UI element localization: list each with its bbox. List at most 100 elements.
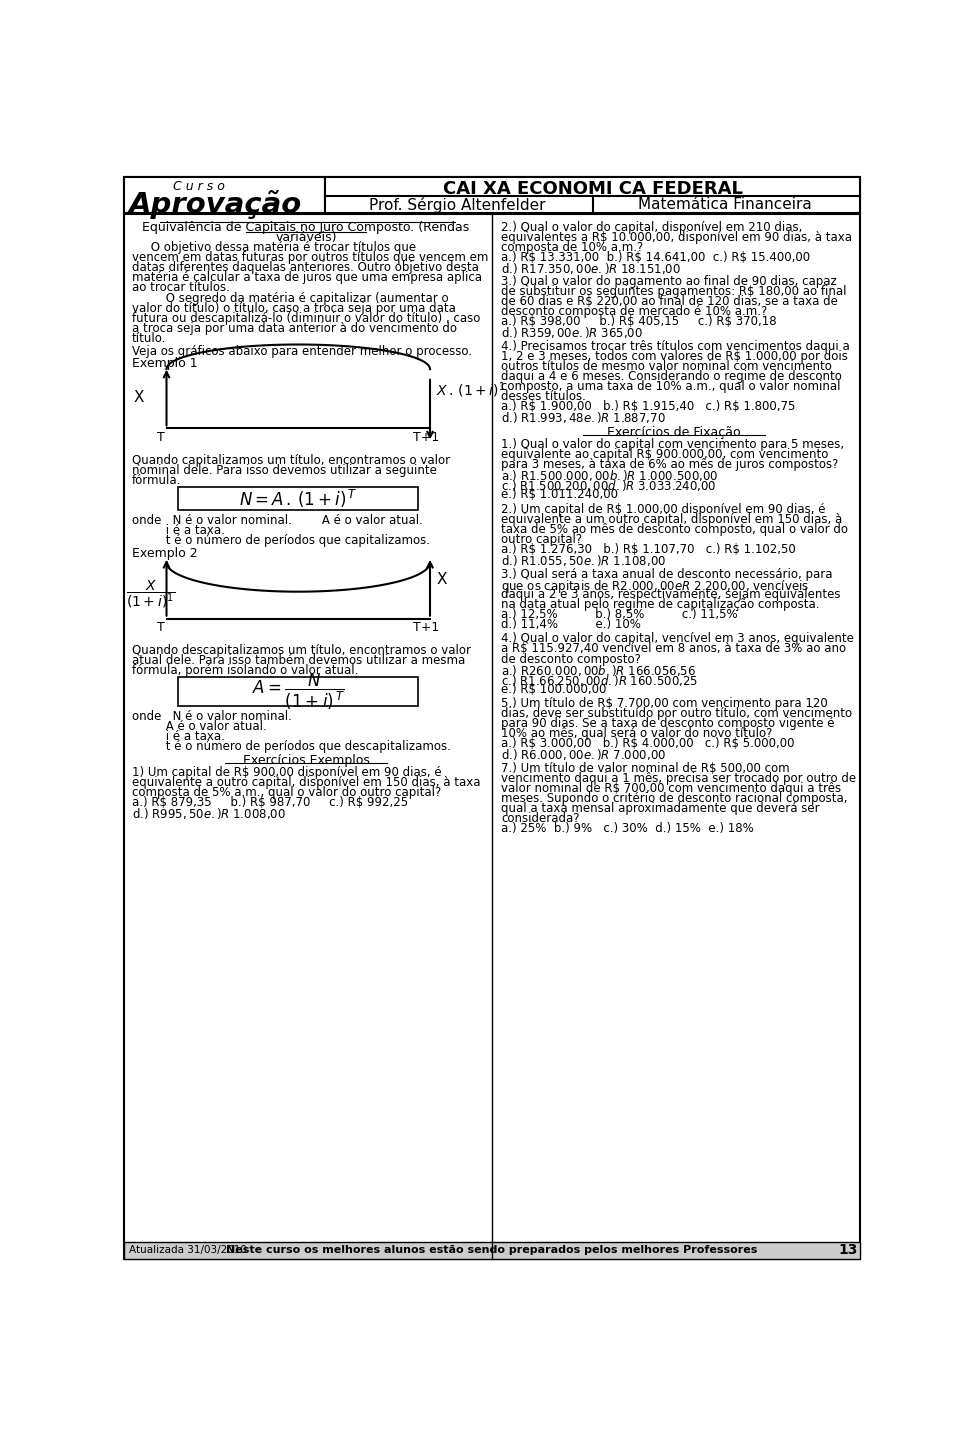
Text: para 90 dias. Se a taxa de desconto composto vigente é: para 90 dias. Se a taxa de desconto comp… xyxy=(501,717,835,730)
Text: vencimento daqui a 1 mês, precisa ser trocado por outro de: vencimento daqui a 1 mês, precisa ser tr… xyxy=(501,772,856,785)
Text: onde   N é o valor nominal.        A é o valor atual.: onde N é o valor nominal. A é o valor at… xyxy=(132,514,422,527)
Text: Equivalência de Capitais no Juro Composto. (Rendas: Equivalência de Capitais no Juro Compost… xyxy=(142,220,469,233)
Text: 2.) Qual o valor do capital, disponível em 210 dias,: 2.) Qual o valor do capital, disponível … xyxy=(501,220,803,233)
Text: onde   N é o valor nominal.: onde N é o valor nominal. xyxy=(132,710,292,723)
Text: 3.) Qual o valor do pagamento ao final de 90 dias, capaz: 3.) Qual o valor do pagamento ao final d… xyxy=(501,275,837,288)
Text: variáveis): variáveis) xyxy=(276,230,337,243)
Text: Matemática Financeira: Matemática Financeira xyxy=(637,197,811,213)
Text: fórmula.: fórmula. xyxy=(132,474,181,487)
Text: c.) R$ 1.500.200,00       d.) R$ 3.033.240,00: c.) R$ 1.500.200,00 d.) R$ 3.033.240,00 xyxy=(501,478,717,494)
Text: Exemplo 2: Exemplo 2 xyxy=(132,547,197,560)
Text: de substituir os seguintes pagamentos: R$ 180,00 ao final: de substituir os seguintes pagamentos: R… xyxy=(501,285,847,298)
Text: 7.) Um título de valor nominal de R$ 500,00 com: 7.) Um título de valor nominal de R$ 500… xyxy=(501,762,790,775)
Text: meses. Supondo o critério de desconto racional composta,: meses. Supondo o critério de desconto ra… xyxy=(501,792,848,805)
Text: a.) R$ 3.000,00   b.) R$ 4.000,00   c.) R$ 5.000,00: a.) R$ 3.000,00 b.) R$ 4.000,00 c.) R$ 5… xyxy=(501,737,795,750)
Text: a.) R$ 398,00     b.) R$ 405,15     c.) R$ 370,18: a.) R$ 398,00 b.) R$ 405,15 c.) R$ 370,1… xyxy=(501,315,777,328)
Text: taxa de 5% ao mês de desconto composto, qual o valor do: taxa de 5% ao mês de desconto composto, … xyxy=(501,523,849,536)
Text: fórmula, porém isolando o valor atual.: fórmula, porém isolando o valor atual. xyxy=(132,664,358,677)
Text: de desconto composto?: de desconto composto? xyxy=(501,652,641,665)
Text: C u r s o: C u r s o xyxy=(173,180,225,193)
Text: nominal dele. Para isso devemos utilizar a seguinte: nominal dele. Para isso devemos utilizar… xyxy=(132,464,437,477)
Text: i é a taxa.: i é a taxa. xyxy=(132,730,225,743)
Text: 1.) Qual o valor do capital com vencimento para 5 meses,: 1.) Qual o valor do capital com vencimen… xyxy=(501,438,845,452)
Text: ao trocar títulos.: ao trocar títulos. xyxy=(132,281,229,294)
Text: a.) R$ 1.276,30   b.) R$ 1.107,70   c.) R$ 1.102,50: a.) R$ 1.276,30 b.) R$ 1.107,70 c.) R$ 1… xyxy=(501,543,796,556)
Text: T+1: T+1 xyxy=(413,431,440,444)
Text: valor do título) o título, caso a troca seja por uma data: valor do título) o título, caso a troca … xyxy=(132,302,455,315)
Text: futura ou descapitalizá-lo (diminuir o valor do título) , caso: futura ou descapitalizá-lo (diminuir o v… xyxy=(132,312,480,325)
Bar xyxy=(124,1241,860,1259)
Text: X: X xyxy=(134,390,144,405)
Text: T: T xyxy=(157,621,165,634)
Text: i é a taxa.: i é a taxa. xyxy=(132,524,225,537)
Text: a.) R$ 1.500.000,00       b.) R$ 1.000.500,00: a.) R$ 1.500.000,00 b.) R$ 1.000.500,00 xyxy=(501,468,719,484)
Text: título.: título. xyxy=(132,333,166,346)
Text: equivalente a outro capital, disponível em 150 dias, à taxa: equivalente a outro capital, disponível … xyxy=(132,776,480,789)
Text: valor nominal de R$ 700,00 com vencimento daqui a três: valor nominal de R$ 700,00 com venciment… xyxy=(501,782,841,795)
Text: a.) 12,5%          b.) 8,5%          c.) 11,5%: a.) 12,5% b.) 8,5% c.) 11,5% xyxy=(501,608,738,621)
Text: d.) R$ 17.350,00  e.) R$ 18.151,00: d.) R$ 17.350,00 e.) R$ 18.151,00 xyxy=(501,261,682,275)
Text: $X\,.\,(1+i)^1$: $X\,.\,(1+i)^1$ xyxy=(436,380,506,399)
Text: $N = A\,.\,(1+i)^{\,T}$: $N = A\,.\,(1+i)^{\,T}$ xyxy=(239,488,357,510)
Text: 13: 13 xyxy=(839,1243,858,1257)
Text: equivalente ao capital R$ 900.000,00, com vencimento: equivalente ao capital R$ 900.000,00, co… xyxy=(501,448,828,461)
Text: a.) R$ 879,35     b.) R$ 987,70     c.) R$ 992,25: a.) R$ 879,35 b.) R$ 987,70 c.) R$ 992,2… xyxy=(132,796,408,809)
Text: outro capital?: outro capital? xyxy=(501,533,583,546)
Text: qual a taxa mensal aproximadamente que deverá ser: qual a taxa mensal aproximadamente que d… xyxy=(501,802,820,815)
Text: desses títulos.: desses títulos. xyxy=(501,390,587,403)
Text: t é o número de períodos que descapitalizamos.: t é o número de períodos que descapitali… xyxy=(132,740,450,753)
Text: 2.) Um capital de R$ 1.000,00 disponível em 90 dias, é: 2.) Um capital de R$ 1.000,00 disponível… xyxy=(501,503,826,516)
Text: equivalente a um outro capital, disponível em 150 dias, à: equivalente a um outro capital, disponív… xyxy=(501,513,843,526)
Text: a.) 25%  b.) 9%   c.) 30%  d.) 15%  e.) 18%: a.) 25% b.) 9% c.) 30% d.) 15% e.) 18% xyxy=(501,822,754,835)
Text: atual dele. Para isso também devemos utilizar a mesma: atual dele. Para isso também devemos uti… xyxy=(132,654,465,667)
Text: composta de 10% a.m.?: composta de 10% a.m.? xyxy=(501,240,643,253)
Text: t é o número de períodos que capitalizamos.: t é o número de períodos que capitalizam… xyxy=(132,534,430,547)
Text: na data atual pelo regime de capitalização composta.: na data atual pelo regime de capitalizaç… xyxy=(501,598,820,611)
Text: e.) R$ 100.000,00: e.) R$ 100.000,00 xyxy=(501,683,607,696)
Text: d.) R$ 1.055,50   e.) R$ 1.108,00: d.) R$ 1.055,50 e.) R$ 1.108,00 xyxy=(501,553,666,569)
Bar xyxy=(124,177,325,213)
Text: O objetivo dessa matéria é trocar títulos que: O objetivo dessa matéria é trocar título… xyxy=(132,240,416,253)
Text: a.) R$ 13.331,00  b.) R$ 14.641,00  c.) R$ 15.400,00: a.) R$ 13.331,00 b.) R$ 14.641,00 c.) R$… xyxy=(501,251,810,264)
Text: para 3 meses, à taxa de 6% ao mês de juros compostos?: para 3 meses, à taxa de 6% ao mês de jur… xyxy=(501,458,839,471)
Text: Exercícios de Fixação: Exercícios de Fixação xyxy=(608,426,741,439)
Text: dias, deve ser substituído por outro título, com vencimento: dias, deve ser substituído por outro tít… xyxy=(501,707,852,720)
Text: a R$ 115.927,40 vencível em 8 anos, à taxa de 3% ao ano: a R$ 115.927,40 vencível em 8 anos, à ta… xyxy=(501,642,847,655)
Text: de 60 dias e R$ 220,00 ao final de 120 dias, se a taxa de: de 60 dias e R$ 220,00 ao final de 120 d… xyxy=(501,295,838,308)
Text: $A = \dfrac{N}{(1+i)^{\,T}}$: $A = \dfrac{N}{(1+i)^{\,T}}$ xyxy=(252,671,345,711)
Text: composta de 5% a.m., qual o valor do outro capital?: composta de 5% a.m., qual o valor do out… xyxy=(132,786,441,799)
Bar xyxy=(179,487,419,510)
Text: CAI XA ECONOMI CA FEDERAL: CAI XA ECONOMI CA FEDERAL xyxy=(443,180,743,199)
Text: $\dfrac{X}{(1+i)^1}$: $\dfrac{X}{(1+i)^1}$ xyxy=(126,577,176,609)
Text: Neste curso os melhores alunos estão sendo preparados pelos melhores Professores: Neste curso os melhores alunos estão sen… xyxy=(227,1246,757,1256)
Text: matéria é calcular a taxa de juros que uma empresa aplica: matéria é calcular a taxa de juros que u… xyxy=(132,271,482,284)
Text: a troca seja por uma data anterior à do vencimento do: a troca seja por uma data anterior à do … xyxy=(132,323,457,336)
Text: Exemplo 1: Exemplo 1 xyxy=(132,357,197,370)
Text: considerada?: considerada? xyxy=(501,812,580,825)
Text: T+1: T+1 xyxy=(413,621,440,634)
Bar xyxy=(124,177,860,213)
Text: e.) R$ 1.011.240,00: e.) R$ 1.011.240,00 xyxy=(501,488,618,501)
Text: Quando capitalizamos um título, encontramos o valor: Quando capitalizamos um título, encontra… xyxy=(132,454,449,467)
Text: desconto composta de mercado é 10% a.m.?: desconto composta de mercado é 10% a.m.? xyxy=(501,305,768,318)
Text: 4.) Precisamos trocar três títulos com vencimentos daqui a: 4.) Precisamos trocar três títulos com v… xyxy=(501,340,850,353)
Text: A é o valor atual.: A é o valor atual. xyxy=(132,720,266,733)
Text: O segredo da matéria é capitalizar (aumentar o: O segredo da matéria é capitalizar (aume… xyxy=(132,292,448,305)
Text: c.) R$ 1.66.250,00         d.) R$ 160.500,25: c.) R$ 1.66.250,00 d.) R$ 160.500,25 xyxy=(501,672,699,687)
Text: a.) R$ 1.900,00   b.) R$ 1.915,40   c.) R$ 1.800,75: a.) R$ 1.900,00 b.) R$ 1.915,40 c.) R$ 1… xyxy=(501,400,796,413)
Text: d.) 11,4%          e.) 10%: d.) 11,4% e.) 10% xyxy=(501,618,641,631)
Text: Aprovação: Aprovação xyxy=(130,190,302,219)
Text: Quando descapitalizamos um título, encontramos o valor: Quando descapitalizamos um título, encon… xyxy=(132,644,470,657)
Text: daqui a 4 e 6 meses. Considerando o regime de desconto: daqui a 4 e 6 meses. Considerando o regi… xyxy=(501,370,842,383)
Text: Prof. Sérgio Altenfelder: Prof. Sérgio Altenfelder xyxy=(369,197,545,213)
Text: 4.) Qual o valor do capital, vencível em 3 anos, equivalente: 4.) Qual o valor do capital, vencível em… xyxy=(501,632,854,645)
Text: 1) Um capital de R$ 900,00 disponível em 90 dias, é: 1) Um capital de R$ 900,00 disponível em… xyxy=(132,766,442,779)
Bar xyxy=(325,177,860,213)
Text: a.) R$ 260.000,00          b.) R$ 166.056,56: a.) R$ 260.000,00 b.) R$ 166.056,56 xyxy=(501,662,696,677)
Text: Veja os gráficos abaixo para entender melhor o processo.: Veja os gráficos abaixo para entender me… xyxy=(132,346,471,359)
Text: d.) R$ 1.993,48   e.) R$ 1.887,70: d.) R$ 1.993,48 e.) R$ 1.887,70 xyxy=(501,410,666,425)
Text: 3.) Qual será a taxa anual de desconto necessário, para: 3.) Qual será a taxa anual de desconto n… xyxy=(501,567,832,580)
Text: X: X xyxy=(436,573,446,588)
Text: equivalentes a R$ 10.000,00, disponível em 90 dias, à taxa: equivalentes a R$ 10.000,00, disponível … xyxy=(501,230,852,243)
Text: 5.) Um título de R$ 7.700,00 com vencimento para 120: 5.) Um título de R$ 7.700,00 com vencime… xyxy=(501,697,828,710)
